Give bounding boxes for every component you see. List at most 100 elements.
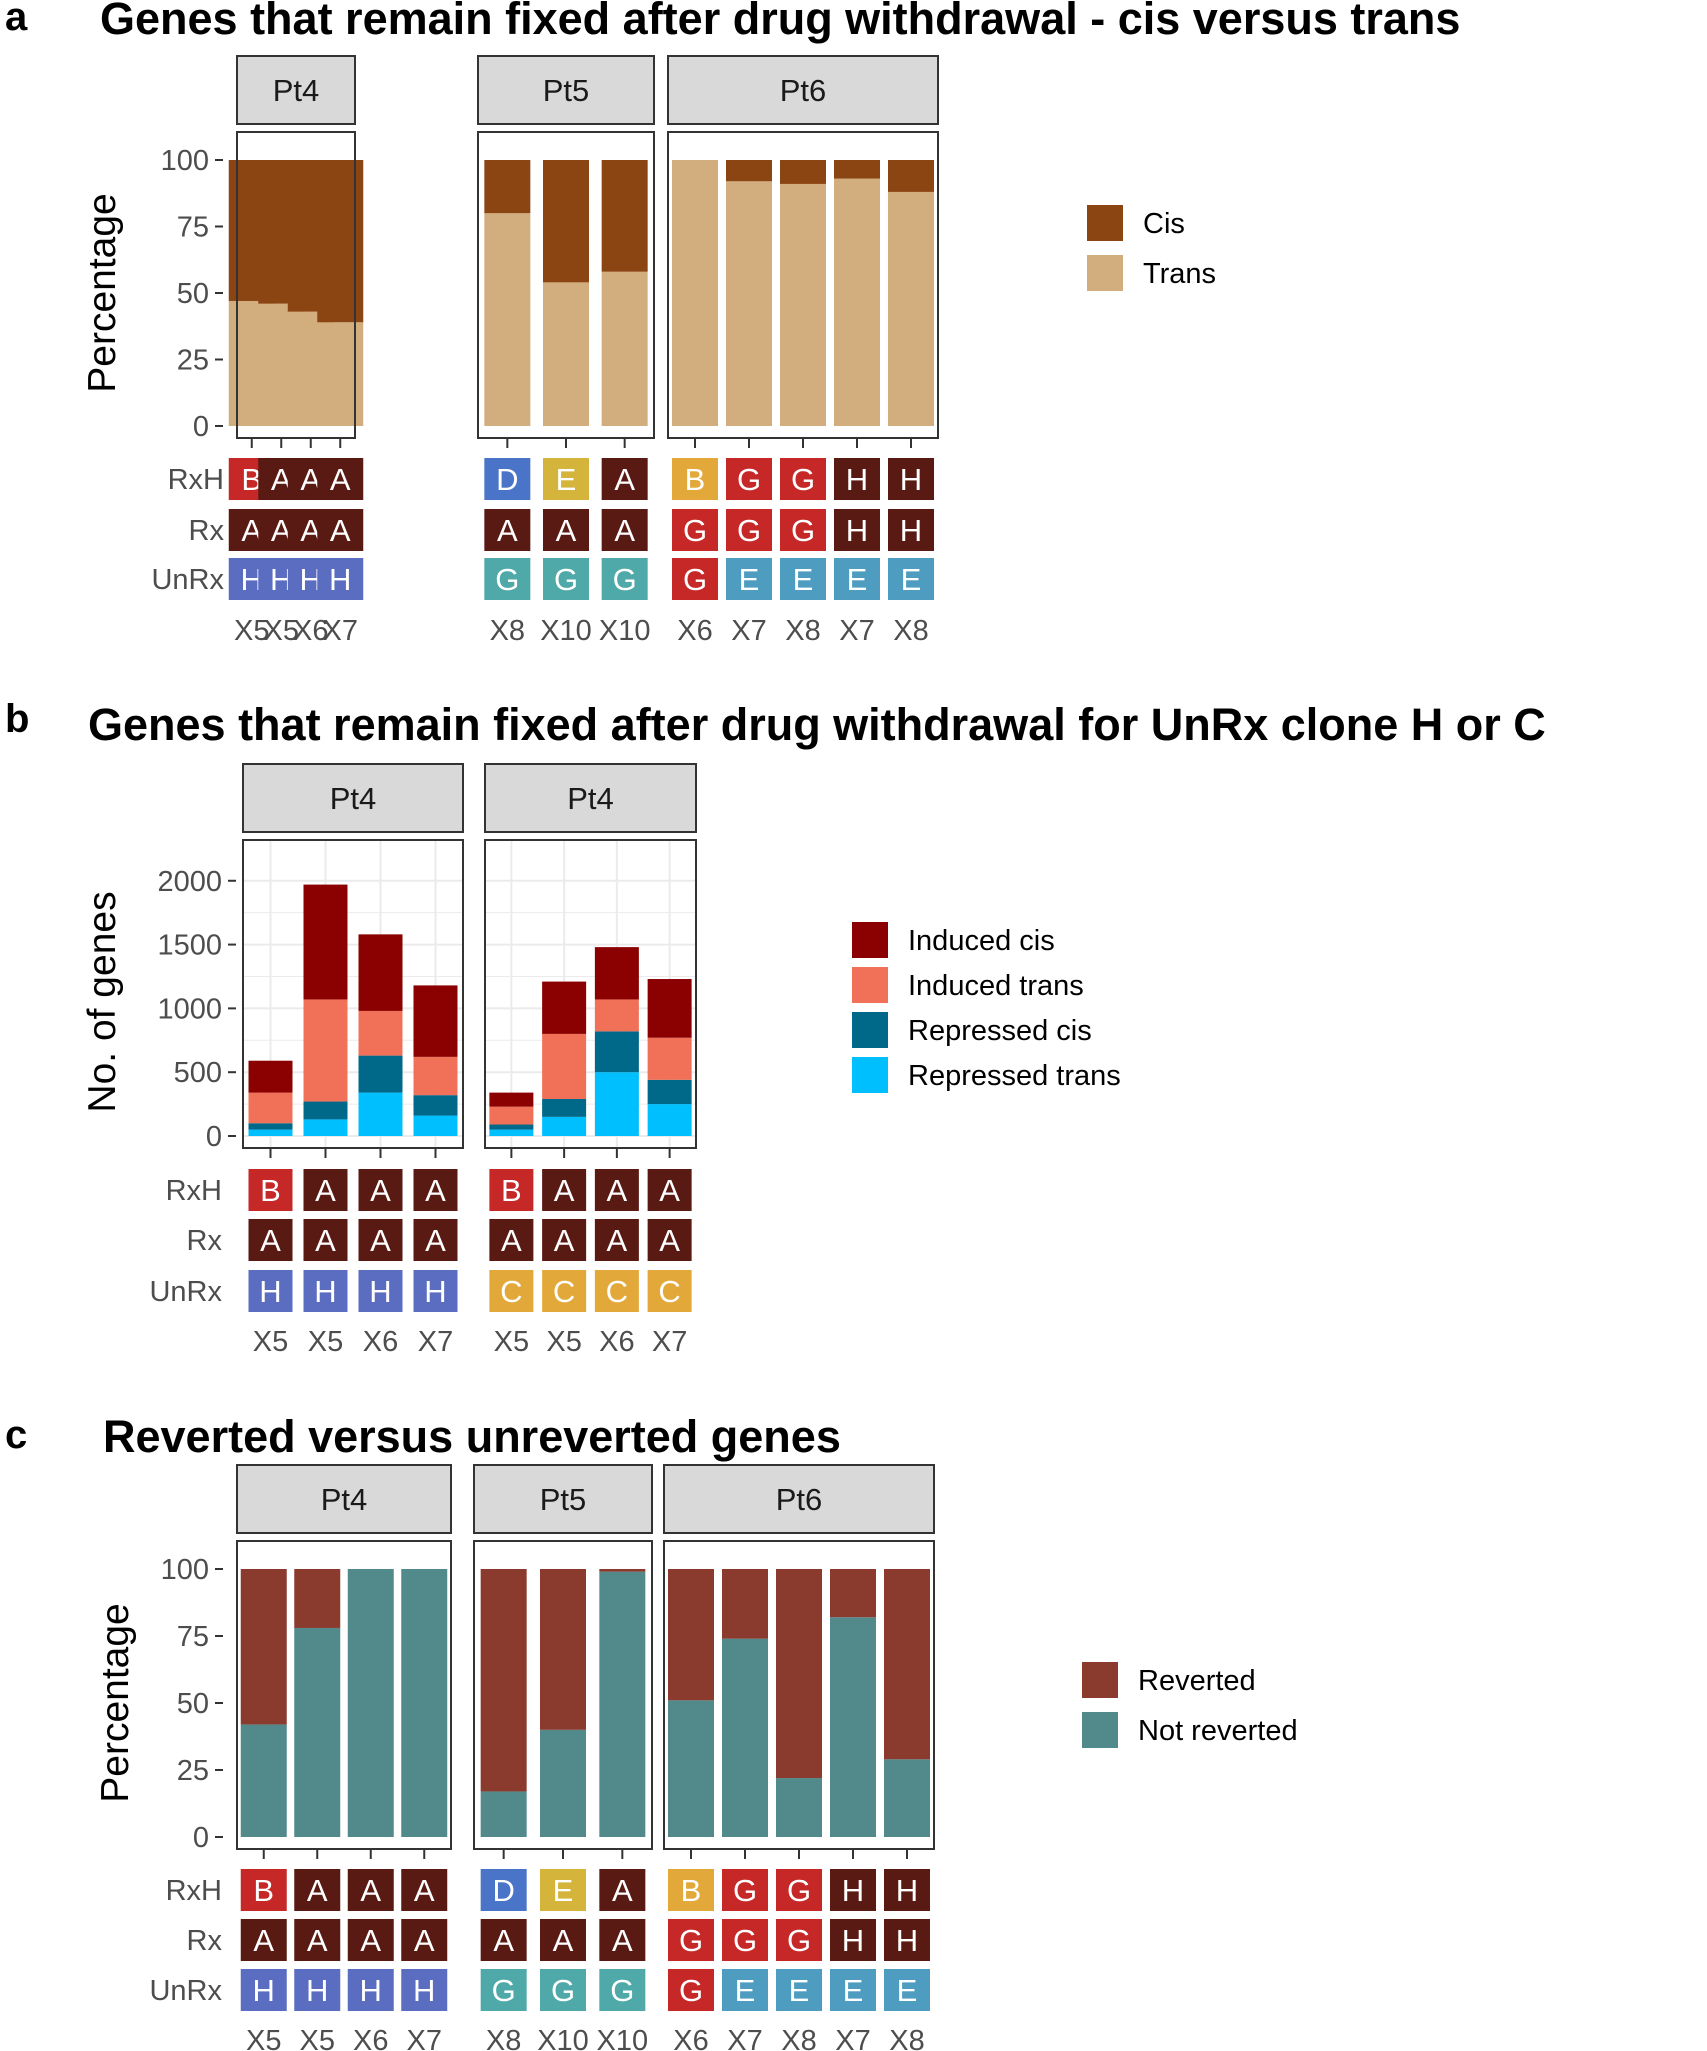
x-tick-label: X5 — [494, 1326, 529, 1358]
clone-tile — [834, 458, 880, 500]
clone-tile — [489, 1219, 534, 1261]
clone-tile — [413, 1169, 458, 1211]
facet-strip — [477, 55, 655, 125]
panel-b: b Genes that remain fixed after drug with… — [5, 697, 1546, 1358]
clone-tile — [594, 1270, 639, 1312]
bar-stack — [294, 1569, 341, 1837]
clone-tile-label: A — [271, 462, 292, 497]
panel-a: a Genes that remain fixed after drug with… — [5, 0, 1460, 647]
clone-tile — [601, 558, 648, 600]
clone-tile — [672, 458, 718, 500]
bar-induced-cis — [248, 1060, 293, 1093]
clone-tile — [480, 1969, 527, 2011]
clone-tile-label: H — [300, 562, 322, 597]
bar-repressed-trans — [594, 1072, 639, 1136]
clone-tile-label: G — [737, 513, 761, 548]
clone-tile — [358, 1270, 403, 1312]
clone-tile-label: A — [414, 1923, 435, 1958]
bar-stack — [248, 1060, 293, 1136]
clone-tile — [480, 1869, 527, 1911]
clone-tile-label: H — [253, 1973, 275, 2008]
clone-tile-label: G — [492, 1973, 516, 2008]
clone-tile — [647, 1270, 692, 1312]
clone-tile — [776, 1869, 822, 1911]
bar-stack — [540, 1569, 586, 1837]
clone-tile-label: A — [307, 1873, 328, 1908]
x-tick-label: X5 — [546, 1326, 581, 1358]
clone-tile — [594, 1219, 639, 1261]
clone-tile-label: H — [900, 513, 922, 548]
clone-tile — [647, 1219, 692, 1261]
clone-tile — [834, 509, 880, 551]
bar-not-reverted — [480, 1791, 527, 1837]
clone-tile-label: H — [896, 1923, 918, 1958]
clone-tile-label: H — [259, 1274, 281, 1309]
panel-letter: c — [5, 1413, 27, 1457]
bar-induced-trans — [248, 1092, 293, 1124]
y-tick-label: 50 — [177, 1688, 209, 1720]
legend-key — [852, 967, 888, 1003]
y-tick-label: 100 — [161, 1554, 209, 1586]
facet-strip — [236, 1464, 452, 1534]
bar-not-reverted — [776, 1778, 822, 1837]
clone-tile-label: A — [554, 1223, 575, 1258]
y-tick-label: 2000 — [157, 866, 222, 898]
bar-induced-trans — [647, 1037, 692, 1080]
clone-tile-label: E — [739, 562, 760, 597]
legend-label: Induced cis — [908, 925, 1055, 957]
clone-tile-label: A — [330, 513, 351, 548]
bar-repressed-cis — [413, 1095, 458, 1116]
x-tick-label: X7 — [835, 2025, 870, 2051]
clone-tile — [726, 509, 772, 551]
x-tick-label: X10 — [599, 615, 651, 647]
bar-reverted — [884, 1569, 930, 1760]
bar-stack — [489, 1092, 534, 1136]
clone-tile-label: A — [659, 1173, 680, 1208]
plot-border — [236, 131, 356, 439]
clone-tile-label: A — [360, 1873, 381, 1908]
row-label-rx: Rx — [187, 1925, 223, 1957]
bar-trans — [484, 213, 531, 426]
legend-label: Reverted — [1138, 1665, 1256, 1697]
bar-stack — [834, 160, 880, 426]
legend-label: Not reverted — [1138, 1715, 1298, 1747]
bar-trans — [726, 181, 772, 426]
clone-tile-label: H — [314, 1274, 336, 1309]
bar-repressed-trans — [303, 1119, 348, 1136]
legend-key — [852, 1057, 888, 1093]
clone-tile-label: H — [360, 1973, 382, 2008]
panel-c: c Reverted versus unreverted genes Percent… — [5, 1411, 1298, 2051]
bar-stack — [647, 979, 692, 1136]
clone-tile — [780, 458, 826, 500]
legend-key — [1082, 1662, 1118, 1698]
clone-tile-label: H — [842, 1873, 864, 1908]
clone-tile — [347, 1919, 394, 1961]
bar-cis — [726, 160, 772, 182]
clone-tile — [599, 1869, 646, 1911]
bar-induced-cis — [358, 934, 403, 1011]
bar-repressed-trans — [647, 1104, 692, 1136]
clone-tile — [294, 1969, 341, 2011]
clone-tile-label: A — [360, 1923, 381, 1958]
legend: Induced cis Induced trans Repressed cis Rep… — [852, 922, 1121, 1093]
x-tick-label: X5 — [246, 2025, 281, 2051]
panel-title: Genes that remain fixed after drug withd… — [88, 699, 1546, 750]
clone-tile-label: H — [241, 562, 263, 597]
y-tick-label: 75 — [177, 212, 209, 244]
y-tick-label: 75 — [177, 1621, 209, 1653]
clone-tile — [888, 458, 934, 500]
clone-tile-label: A — [554, 1173, 575, 1208]
facet-strip — [242, 763, 464, 833]
bar-cis — [780, 160, 826, 184]
bar-induced-cis — [594, 947, 639, 1000]
x-tick-label: X8 — [893, 615, 928, 647]
y-axis-title: Percentage — [81, 193, 124, 392]
clone-tile — [413, 1219, 458, 1261]
clone-tile-label: G — [495, 562, 519, 597]
clone-tile-label: A — [553, 1923, 574, 1958]
clone-tile-label: E — [843, 1973, 864, 2008]
clone-tile-label: B — [260, 1173, 281, 1208]
